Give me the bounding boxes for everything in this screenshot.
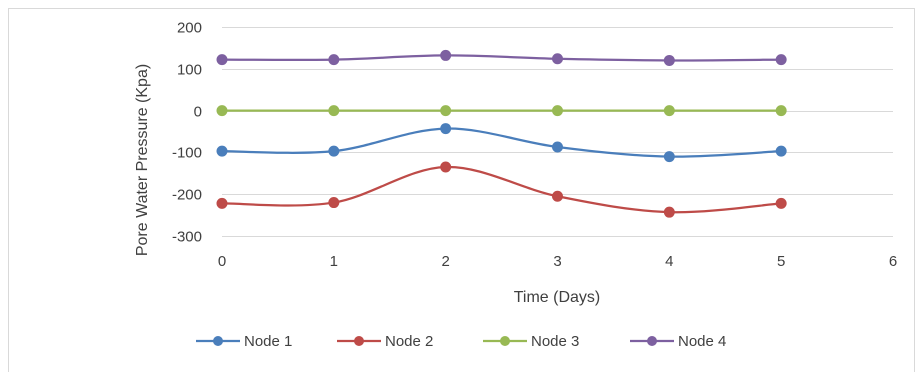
- data-point-node-4: [328, 54, 340, 66]
- data-point-node-3: [775, 105, 787, 117]
- data-point-node-4: [216, 54, 228, 66]
- data-point-node-3: [552, 105, 563, 117]
- x-tick-label: 2: [441, 253, 449, 270]
- legend-item-node-4: Node 4: [630, 333, 726, 350]
- data-point-node-2: [440, 161, 452, 173]
- x-tick-label: 1: [330, 253, 338, 270]
- legend-item-node-1: Node 1: [196, 333, 292, 350]
- data-point-node-2: [552, 190, 563, 202]
- data-point-node-4: [440, 49, 452, 61]
- x-tick-label: 6: [889, 253, 897, 270]
- x-tick-label: 4: [665, 253, 673, 270]
- legend-swatch-marker: [354, 336, 364, 346]
- data-point-node-4: [775, 54, 787, 66]
- data-point-node-3: [440, 105, 452, 117]
- y-tick-label: 100: [177, 62, 202, 79]
- legend-label: Node 3: [531, 333, 579, 350]
- x-tick-label: 5: [777, 253, 785, 270]
- legend-swatch-marker: [647, 336, 657, 346]
- data-point-node-1: [328, 145, 340, 157]
- legend-swatch-marker: [500, 336, 510, 346]
- series-lines: [216, 49, 787, 218]
- data-point-node-4: [552, 53, 563, 65]
- data-point-node-1: [663, 151, 675, 163]
- y-axis-title: Pore Water Pressure (Kpa): [134, 64, 151, 256]
- y-tick-label: 200: [177, 20, 202, 37]
- x-axis-title: Time (Days): [514, 289, 601, 306]
- data-point-node-1: [552, 141, 563, 153]
- series-line-node-1: [220, 127, 783, 158]
- series-line-node-2: [220, 165, 783, 214]
- data-point-node-2: [775, 197, 787, 209]
- data-point-node-2: [663, 206, 675, 218]
- data-point-node-3: [663, 105, 675, 117]
- data-point-node-3: [328, 105, 340, 117]
- legend-swatch-marker: [213, 336, 223, 346]
- legend: Node 1 Node 2 Node 3 Node 4: [196, 333, 726, 350]
- data-point-node-4: [663, 54, 675, 66]
- legend-label: Node 1: [244, 333, 292, 350]
- y-tick-label: -100: [172, 145, 202, 162]
- data-point-node-2: [216, 197, 228, 209]
- legend-item-node-3: Node 3: [483, 333, 579, 350]
- y-tick-label: 0: [194, 104, 202, 121]
- x-tick-label: 0: [218, 253, 226, 270]
- legend-label: Node 4: [678, 333, 726, 350]
- data-point-node-1: [216, 145, 228, 157]
- legend-item-node-2: Node 2: [337, 333, 433, 350]
- x-axis-ticks: 0 1 2 3 4 5 6: [218, 253, 897, 270]
- series-line-node-4: [220, 54, 783, 62]
- y-tick-label: -200: [172, 187, 202, 204]
- data-point-node-3: [216, 105, 228, 117]
- legend-label: Node 2: [385, 333, 433, 350]
- y-tick-label: -300: [172, 229, 202, 246]
- data-point-node-1: [775, 145, 787, 157]
- y-axis-ticks: 200 100 0 -100 -200 -300: [172, 20, 202, 246]
- x-tick-label: 3: [553, 253, 561, 270]
- data-point-node-1: [440, 123, 452, 135]
- data-point-node-2: [328, 197, 340, 209]
